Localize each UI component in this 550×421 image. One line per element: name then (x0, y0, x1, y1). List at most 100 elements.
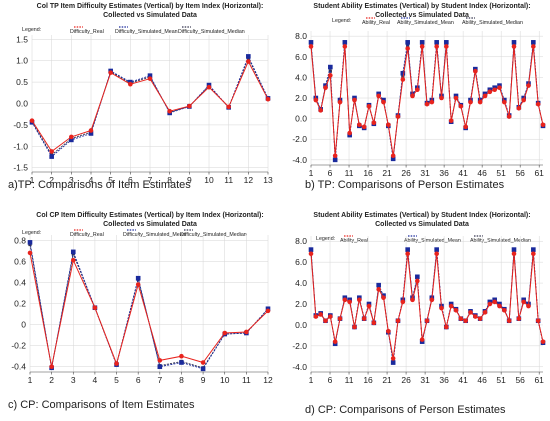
chart-title-line1: Student Ability Estimates (Vertical) by … (313, 3, 530, 10)
data-point-Ability_Real (308, 251, 314, 257)
y-tick-label: -4.0 (292, 155, 307, 165)
data-point-Ability_Real (419, 337, 425, 342)
x-tick-label: 61 (534, 168, 544, 178)
data-point-Ability_Real (453, 307, 459, 313)
x-tick-label: 46 (477, 375, 487, 385)
data-point-Ability_Real (497, 85, 502, 90)
data-point-Ability_Real (381, 295, 386, 301)
data-point-Ability_Real (405, 46, 410, 51)
data-point-Ability_Real (410, 93, 415, 99)
data-point-Ability_Real (386, 328, 391, 334)
data-point-Difficulty_Real (49, 364, 54, 370)
data-point-Difficulty_Real (69, 134, 74, 140)
x-tick-label: 26 (401, 168, 411, 178)
data-point-Ability_Real (502, 307, 507, 313)
data-point-Ability_Real (352, 97, 357, 103)
x-tick-label: 2 (49, 175, 54, 185)
y-tick-label: -0.4 (11, 362, 26, 372)
y-tick-label: 6.0 (295, 257, 307, 267)
x-tick-label: 8 (167, 175, 172, 185)
data-point-Ability_Real (410, 297, 415, 303)
x-tick-label: 31 (420, 375, 430, 385)
data-point-Ability_Real (434, 44, 439, 49)
data-point-Difficulty_Simulated_Mean (27, 240, 33, 245)
y-tick-label: -2.0 (292, 341, 307, 351)
data-point-Ability_Real (429, 297, 435, 303)
y-tick-label: 0.6 (14, 256, 26, 266)
x-tick-label: 13 (263, 175, 273, 185)
y-tick-label: 0 (21, 320, 26, 330)
data-point-Ability_Real (395, 114, 401, 119)
data-point-Ability_Real (453, 95, 459, 101)
y-tick-label: 0.5 (16, 77, 28, 87)
x-tick-label: 61 (534, 375, 544, 385)
chart-title-line2: Collected vs Simulated Data (103, 12, 197, 19)
data-point-Difficulty_Real (179, 353, 184, 359)
chart-title-line2: Collected vs Simulated Data (375, 12, 469, 19)
panel-caption: d) CP: Comparisons of Person Estimates (305, 404, 506, 416)
y-tick-label: 0.0 (295, 320, 307, 330)
data-point-Ability_Real (415, 87, 420, 93)
x-tick-label: 16 (363, 375, 373, 385)
x-tick-label: 6 (128, 175, 133, 185)
x-tick-label: 41 (458, 168, 468, 178)
panel-caption: b) TP: Comparisons of Person Estimates (305, 179, 505, 191)
x-tick-label: 4 (89, 175, 94, 185)
data-point-Ability_Simulated_Mean (405, 40, 410, 45)
y-tick-label: 0.8 (14, 235, 26, 245)
x-tick-label: 56 (515, 168, 525, 178)
x-tick-label: 5 (114, 375, 119, 385)
x-tick-label: 11 (242, 375, 251, 385)
data-point-Ability_Simulated_Mean (332, 157, 338, 163)
series-line-Difficulty_Simulated_Median (29, 244, 269, 369)
data-point-Difficulty_Real (108, 70, 113, 75)
data-point-Ability_Simulated_Mean (434, 247, 439, 252)
data-point-Ability_Simulated_Mean (444, 40, 449, 45)
data-point-Ability_Real (473, 314, 478, 319)
x-tick-label: 51 (496, 375, 506, 385)
data-point-Ability_Real (347, 130, 352, 136)
data-point-Difficulty_Real (135, 282, 141, 287)
y-tick-label: 0.0 (16, 99, 28, 109)
data-point-Ability_Real (526, 83, 531, 88)
data-point-Ability_Real (511, 44, 517, 49)
x-tick-label: 41 (458, 375, 468, 385)
data-point-Ability_Simulated_Mean (342, 40, 348, 45)
data-point-Ability_Real (506, 318, 512, 324)
series-line-Ability_Simulated_Median (310, 251, 544, 361)
chart-title-line1: Col TP Item Difficulty Estimates (Vertic… (37, 3, 264, 10)
data-point-Ability_Real (526, 303, 531, 309)
data-point-Ability_Real (390, 153, 396, 159)
x-tick-label: 46 (477, 168, 487, 178)
data-point-Ability_Simulated_Mean (405, 247, 410, 252)
data-point-Ability_Simulated_Mean (328, 64, 333, 70)
data-point-Ability_Real (357, 297, 362, 303)
data-point-Ability_Real (405, 251, 410, 257)
data-point-Difficulty_Real (147, 76, 153, 81)
x-tick-label: 10 (204, 175, 214, 185)
data-point-Ability_Real (502, 99, 507, 105)
data-point-Ability_Real (400, 77, 406, 82)
x-tick-label: 8 (179, 375, 184, 385)
data-point-Ability_Real (313, 97, 319, 103)
x-tick-label: 2 (49, 375, 54, 385)
data-point-Ability_Real (415, 278, 420, 284)
data-point-Ability_Real (458, 103, 464, 109)
data-point-Difficulty_Real (187, 103, 192, 109)
data-point-Ability_Real (424, 318, 430, 324)
y-tick-label: 0.2 (14, 299, 26, 309)
x-tick-label: 9 (187, 175, 192, 185)
data-point-Ability_Real (468, 99, 473, 105)
legend-entry: Ability_Simulated_Median (462, 20, 523, 26)
data-point-Difficulty_Real (246, 59, 251, 64)
data-point-Ability_Real (511, 251, 517, 257)
data-point-Difficulty_Real (29, 118, 35, 123)
data-point-Ability_Real (482, 310, 488, 315)
x-tick-label: 1 (309, 375, 314, 385)
legend-entry: Difficulty_Simulated_Median (178, 29, 245, 35)
y-tick-label: 0.4 (14, 277, 26, 287)
data-point-Difficulty_Real (88, 128, 94, 133)
data-point-Ability_Real (323, 318, 328, 324)
data-point-Difficulty_Real (200, 360, 206, 365)
